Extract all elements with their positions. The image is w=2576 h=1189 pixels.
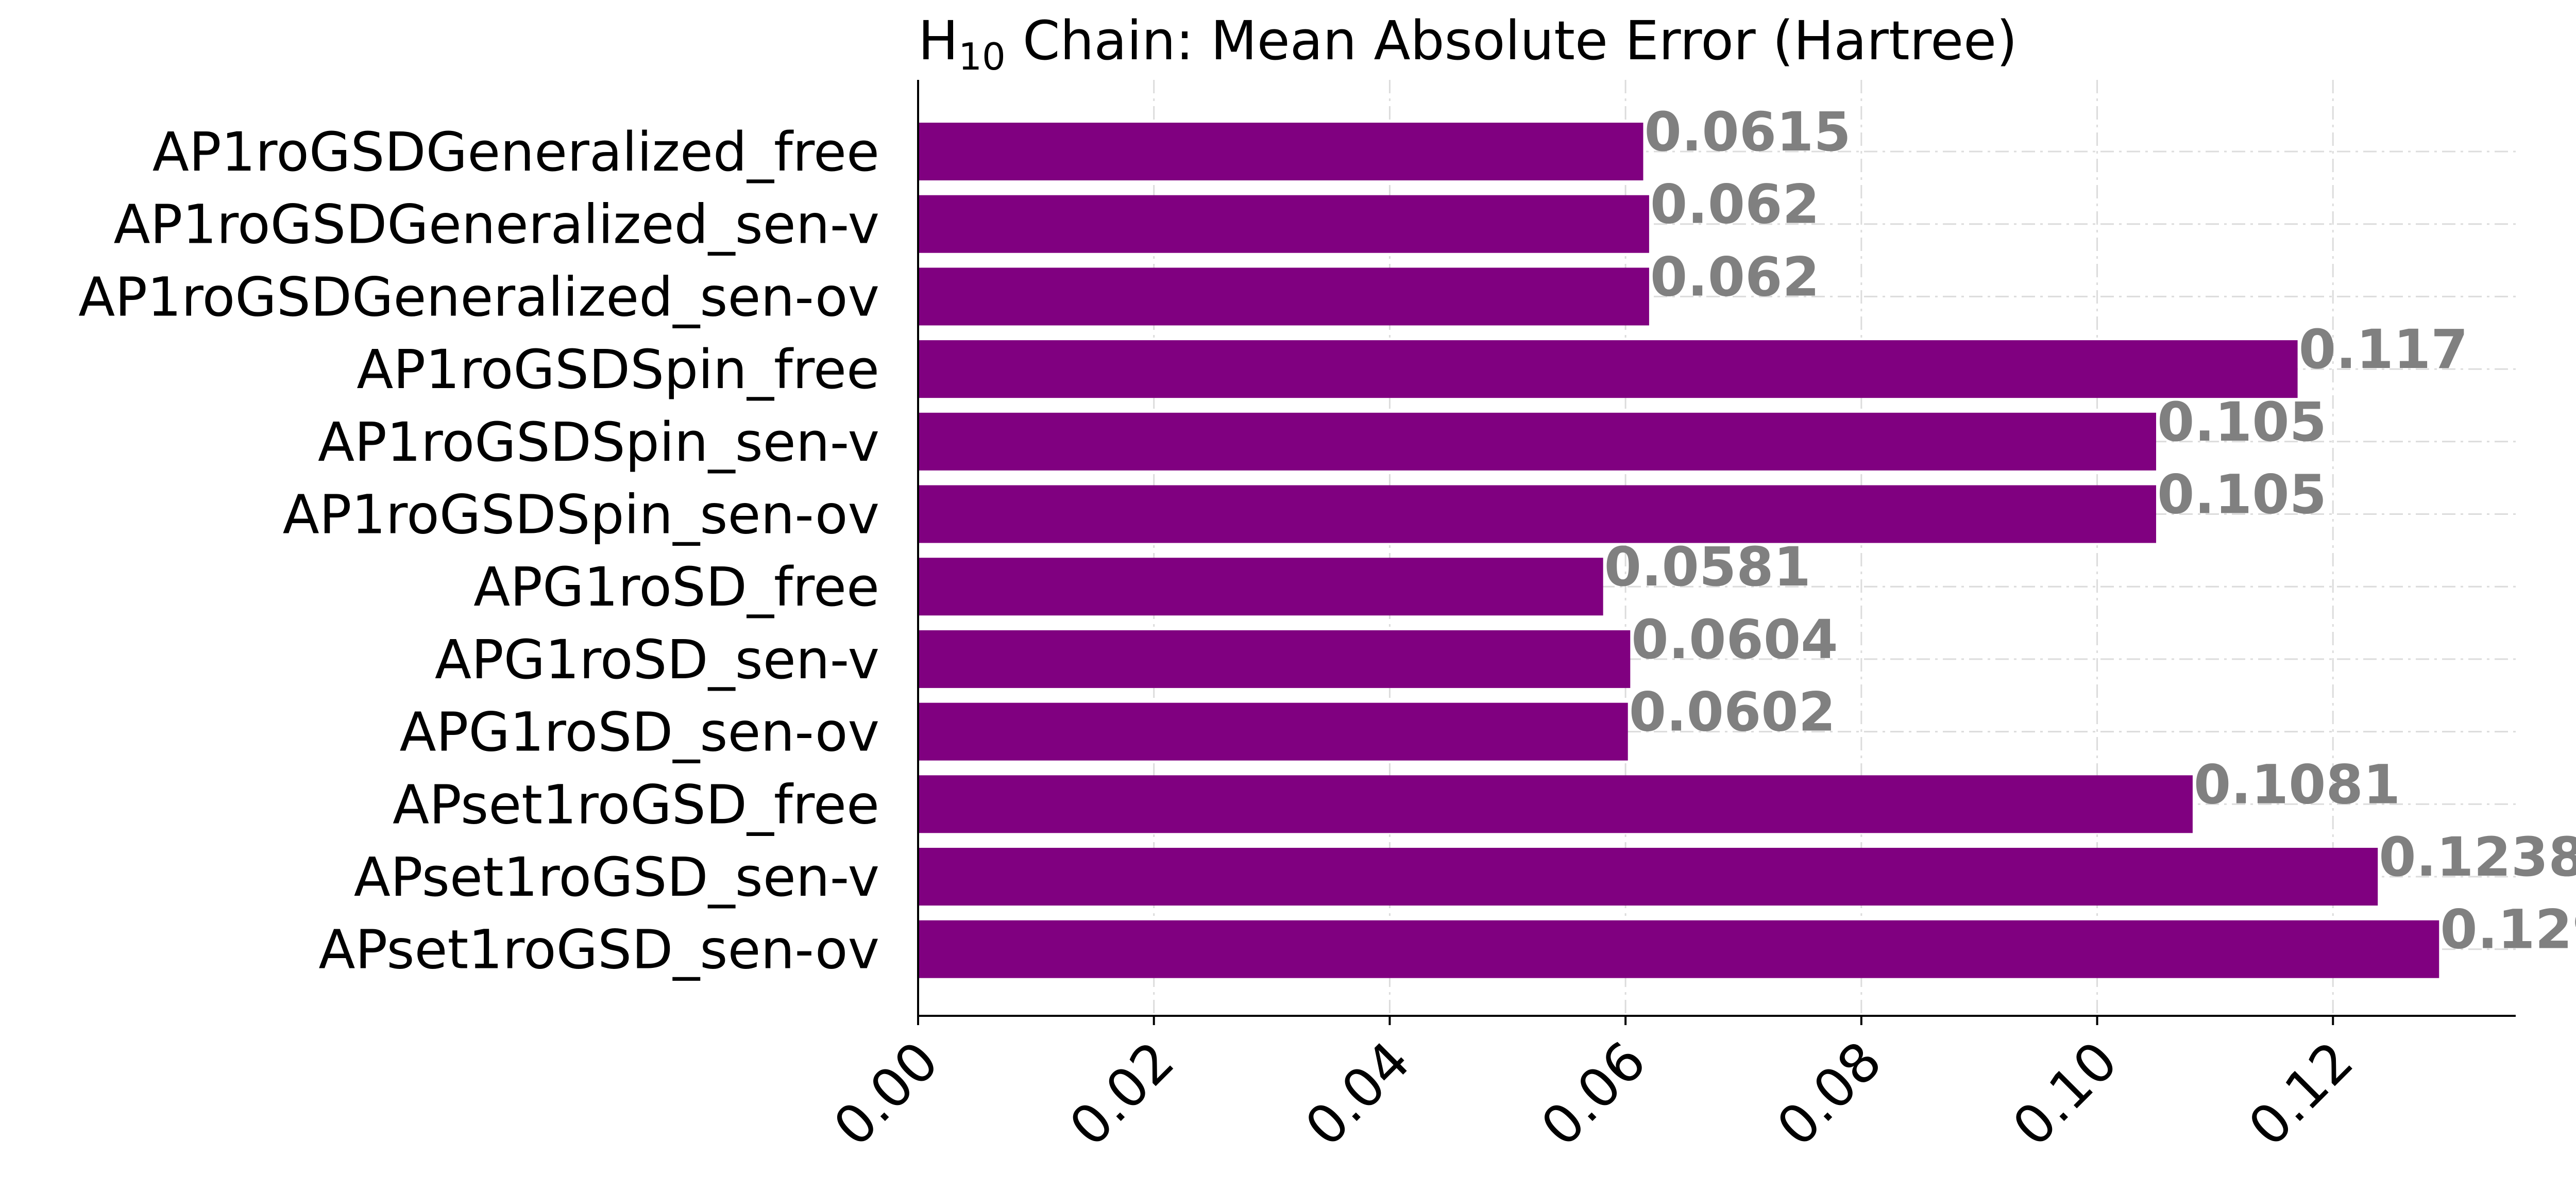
value-label: 0.105 — [2157, 463, 2327, 526]
axes — [917, 80, 2516, 1017]
chart-title-prefix: H — [918, 9, 958, 72]
bar — [918, 340, 2298, 398]
category-label: AP1roGSDGeneralized_sen-ov — [78, 265, 879, 328]
bar — [918, 123, 1643, 180]
bar — [918, 267, 1649, 326]
x-tick-labels: 0.00 0.02 0.04 0.06 0.08 0.10 0.12 — [822, 1016, 2365, 1158]
x-tick-label: 0.12 — [2236, 1029, 2365, 1158]
x-tick-label: 0.06 — [1529, 1029, 1658, 1158]
bars — [918, 123, 2439, 978]
value-label: 0.105 — [2157, 391, 2327, 454]
bar — [918, 775, 2193, 833]
category-label: AP1roGSDSpin_sen-v — [318, 411, 879, 474]
category-label: APG1roSD_sen-ov — [399, 701, 879, 764]
category-label: APG1roSD_sen-v — [435, 628, 879, 691]
x-tick-label: 0.10 — [2001, 1029, 2129, 1158]
value-label: 0.1081 — [2194, 753, 2400, 816]
chart-title: H10 Chain: Mean Absolute Error (Hartree) — [918, 9, 2018, 78]
category-label: APset1roGSD_free — [393, 773, 879, 836]
value-label: 0.1238 — [2379, 826, 2576, 889]
bar — [918, 920, 2439, 978]
value-label: 0.129 — [2440, 898, 2576, 961]
value-label: 0.0602 — [1629, 681, 1836, 744]
value-label: 0.0581 — [1604, 535, 1811, 598]
chart-title-subscript: 10 — [958, 35, 1006, 78]
value-label: 0.062 — [1650, 245, 1820, 308]
bar — [918, 702, 1628, 761]
category-label: AP1roGSDGeneralized_free — [152, 121, 879, 183]
category-label: APset1roGSD_sen-ov — [318, 918, 879, 981]
bar — [918, 412, 2156, 471]
chart-title-suffix: Chain: Mean Absolute Error (Hartree) — [1006, 9, 2018, 72]
category-label: AP1roGSDSpin_sen-ov — [283, 483, 879, 546]
bar — [918, 630, 1631, 688]
bar — [918, 558, 1603, 616]
category-label: APG1roSD_free — [473, 556, 879, 618]
bar — [918, 195, 1649, 253]
bar — [918, 485, 2156, 543]
value-label: 0.0604 — [1631, 608, 1838, 671]
value-label: 0.0615 — [1644, 101, 1851, 163]
x-tick-label: 0.08 — [1765, 1029, 1894, 1158]
value-label: 0.117 — [2299, 318, 2468, 381]
x-tick-label: 0.02 — [1057, 1029, 1186, 1158]
x-tick-label: 0.04 — [1293, 1029, 1422, 1158]
category-label: AP1roGSDSpin_free — [357, 338, 879, 401]
value-labels: 0.0615 0.062 0.062 0.117 0.105 0.105 0.0581 0.0… — [1604, 101, 2576, 961]
bar — [918, 848, 2378, 906]
x-tick-label: 0.00 — [822, 1029, 951, 1158]
category-label: APset1roGSD_sen-v — [354, 846, 879, 909]
value-label: 0.062 — [1650, 173, 1820, 236]
category-label: AP1roGSDGeneralized_sen-v — [113, 193, 879, 256]
category-labels: AP1roGSDGeneralized_free AP1roGSDGenerali… — [78, 121, 879, 981]
